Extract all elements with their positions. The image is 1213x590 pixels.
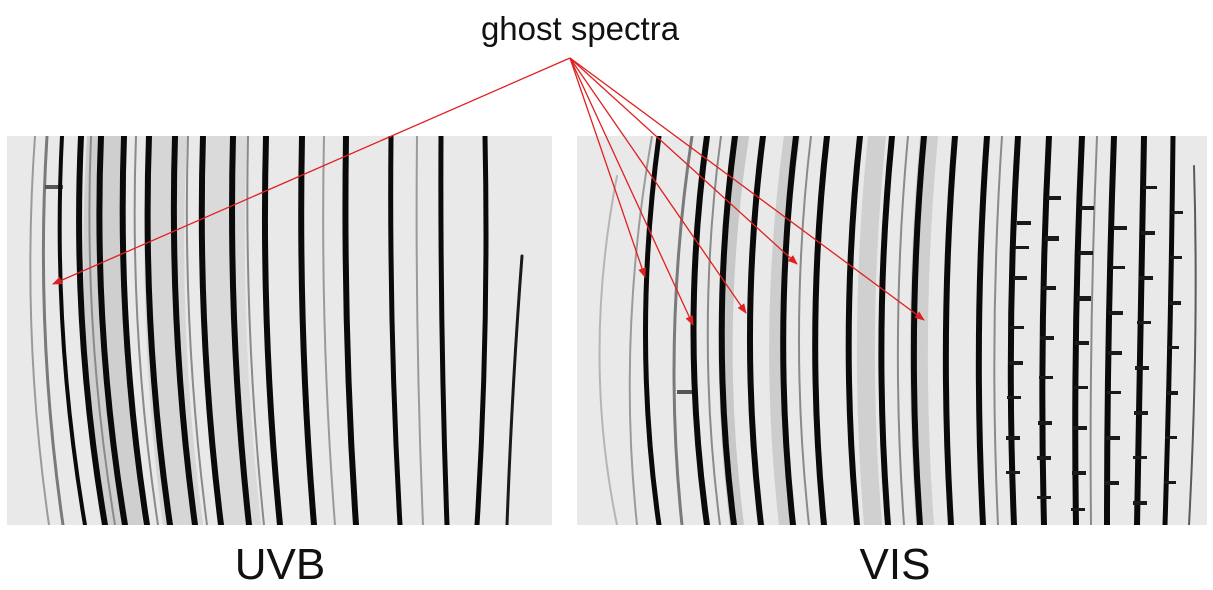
uvb-label: UVB	[234, 540, 326, 589]
ghost-spectra-label: ghost spectra	[480, 10, 680, 47]
arrow-to-vis-ghost-3	[569, 57, 747, 314]
uvb-echelle-orders	[29, 116, 524, 545]
vis-spectrum-image	[577, 127, 1207, 534]
arrow-to-vis-ghost-2	[569, 57, 694, 326]
arrow-to-vis-ghost-1	[569, 57, 646, 278]
vis-label: VIS	[859, 540, 931, 589]
uvb-spectrum-image	[7, 116, 552, 545]
vis-echelle-orders	[598, 127, 1197, 534]
arrow-to-vis-ghost-4	[569, 57, 798, 265]
arrow-to-vis-ghost-5	[569, 57, 925, 321]
arrow-to-uvb-ghost	[52, 57, 571, 285]
